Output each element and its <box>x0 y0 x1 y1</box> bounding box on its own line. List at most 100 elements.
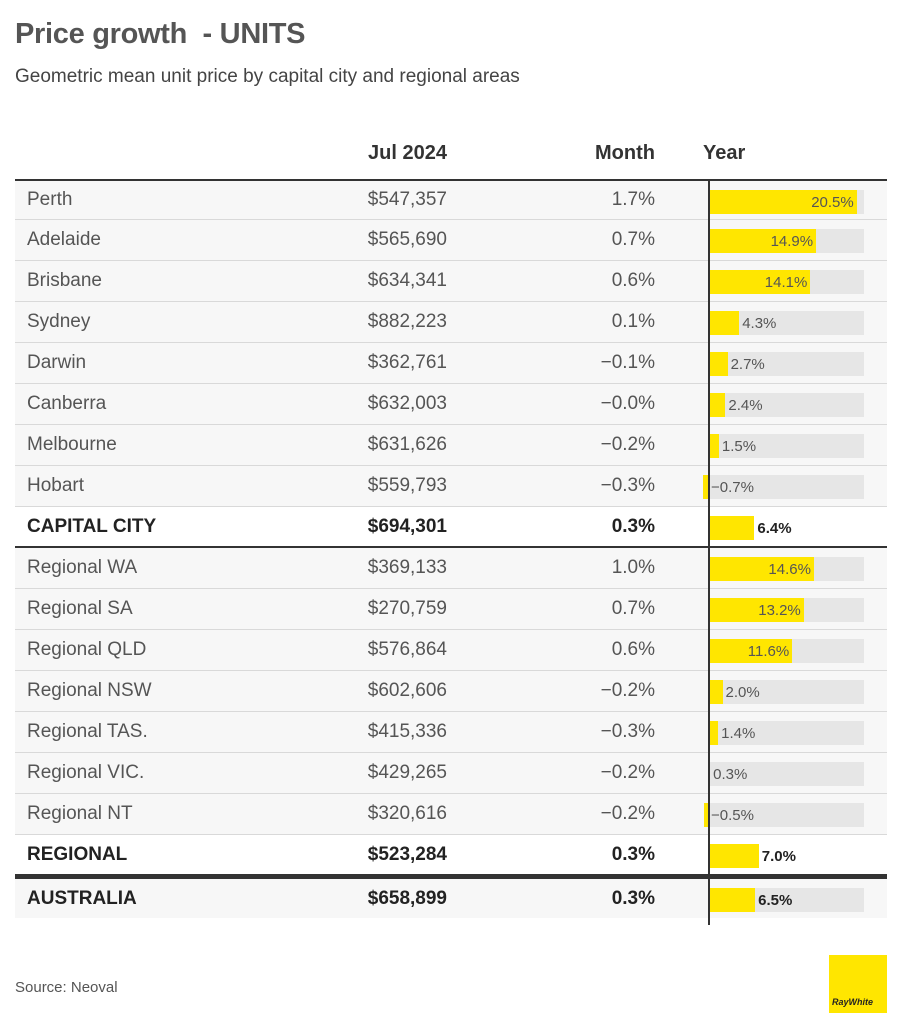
row-month-change: 0.6% <box>611 270 655 291</box>
year-bar-label: −0.7% <box>711 478 754 496</box>
row-month-change: −0.2% <box>600 762 655 783</box>
row-price: $658,899 <box>367 887 447 909</box>
row-month-change: 0.3% <box>611 887 655 909</box>
year-bar <box>708 598 804 622</box>
year-bar-label: 0.3% <box>713 765 748 783</box>
year-bar <box>708 229 817 253</box>
year-bar-label: 2.4% <box>728 396 763 414</box>
table-row: CAPITAL CITY $694,301 0.3% 6.4% <box>15 507 887 548</box>
row-month-change: −0.3% <box>600 721 655 742</box>
row-name: REGIONAL <box>27 843 128 865</box>
table-row: Brisbane $634,341 0.6% 14.1% <box>15 261 887 302</box>
row-price: $523,284 <box>367 843 447 865</box>
year-bar <box>708 434 719 458</box>
table-row: Hobart $559,793 −0.3% −0.7% <box>15 466 887 507</box>
row-price: $631,626 <box>367 434 447 455</box>
year-bar-track: 6.4% <box>708 516 864 540</box>
year-bar <box>708 888 756 912</box>
table-row: Sydney $882,223 0.1% 4.3% <box>15 302 887 343</box>
row-name: Regional QLD <box>27 639 147 660</box>
table-row: Regional NT $320,616 −0.2% −0.5% <box>15 794 887 835</box>
row-name: Regional NT <box>27 803 133 824</box>
year-bar-track: 14.9% <box>708 229 864 253</box>
year-bar-label: 20.5% <box>811 193 854 211</box>
row-name: Perth <box>27 189 73 210</box>
year-bar-track: −0.7% <box>702 475 864 499</box>
row-name: Regional TAS. <box>27 721 148 742</box>
row-price: $429,265 <box>367 762 447 783</box>
row-name: Adelaide <box>27 229 101 250</box>
column-header-value: Jul 2024 <box>368 142 447 164</box>
row-month-change: −0.3% <box>600 475 655 496</box>
table-row: Regional WA $369,133 1.0% 14.6% <box>15 548 887 589</box>
row-price: $547,357 <box>367 189 447 210</box>
row-name: Canberra <box>27 393 107 414</box>
table-row: Regional QLD $576,864 0.6% 11.6% <box>15 630 887 671</box>
row-month-change: 0.7% <box>611 229 655 250</box>
row-price: $362,761 <box>367 352 447 373</box>
year-bar-track: 14.1% <box>708 270 864 294</box>
logo-text: RayWhite <box>832 997 874 1007</box>
row-name: Darwin <box>27 352 87 373</box>
row-name: Regional VIC. <box>27 762 145 783</box>
row-month-change: 0.7% <box>611 598 655 619</box>
row-price: $320,616 <box>367 803 447 824</box>
table-row: Regional SA $270,759 0.7% 13.2% <box>15 589 887 630</box>
year-bar-label: 4.3% <box>742 314 777 332</box>
year-bar-track: 1.5% <box>708 434 864 458</box>
row-name: AUSTRALIA <box>27 887 137 909</box>
row-month-change: −0.2% <box>600 434 655 455</box>
year-bar <box>708 639 793 663</box>
year-bar-track: 7.0% <box>708 844 864 868</box>
year-bar-label: −0.5% <box>711 806 754 824</box>
year-bar-track: 0.3% <box>708 762 864 786</box>
year-bar-label: 7.0% <box>761 847 796 865</box>
raywhite-logo: RayWhite <box>829 955 887 1013</box>
year-bar <box>708 557 814 581</box>
year-bar-track: 20.5% <box>708 190 864 214</box>
year-bar <box>708 352 728 376</box>
year-bar-label: 1.5% <box>721 437 757 455</box>
year-bar <box>708 393 726 417</box>
row-month-change: 0.3% <box>611 843 655 865</box>
year-bar <box>708 844 759 868</box>
row-name: Regional SA <box>27 598 133 619</box>
row-name: Brisbane <box>27 270 102 291</box>
chart-title: Price growth - UNITS <box>15 18 306 50</box>
row-price: $882,223 <box>367 311 447 332</box>
table-row: REGIONAL $523,284 0.3% 7.0% <box>15 835 887 876</box>
chart-subtitle: Geometric mean unit price by capital cit… <box>15 66 520 87</box>
table-row: Melbourne $631,626 −0.2% 1.5% <box>15 425 887 466</box>
row-name: Regional NSW <box>27 680 152 701</box>
year-bar-label: 14.9% <box>770 232 814 250</box>
year-bar-label: 6.5% <box>758 891 793 909</box>
year-bar-label: 6.4% <box>757 519 792 537</box>
row-name: Sydney <box>27 311 91 332</box>
table-row: Darwin $362,761 −0.1% 2.7% <box>15 343 887 384</box>
year-bar-track: 6.5% <box>708 888 864 912</box>
year-bar-label: 14.1% <box>764 273 808 291</box>
year-bar-track: 4.3% <box>708 311 864 335</box>
table-row: Adelaide $565,690 0.7% 14.9% <box>15 220 887 261</box>
year-bar <box>704 803 708 827</box>
row-month-change: 0.3% <box>611 515 655 537</box>
row-month-change: −0.2% <box>600 803 655 824</box>
year-bar <box>708 311 740 335</box>
row-price: $565,690 <box>367 229 447 250</box>
row-month-change: 1.0% <box>611 557 655 578</box>
year-bar <box>708 516 755 540</box>
year-bar-track: 11.6% <box>708 639 864 663</box>
table-row: Regional VIC. $429,265 −0.2% 0.3% <box>15 753 887 794</box>
row-price: $369,133 <box>367 557 447 578</box>
row-price: $694,301 <box>367 515 447 537</box>
row-month-change: 1.7% <box>611 189 655 210</box>
table-row: Regional TAS. $415,336 −0.3% 1.4% <box>15 712 887 753</box>
year-bar-label: 1.4% <box>721 724 756 742</box>
table-row: AUSTRALIA $658,899 0.3% 6.5% <box>15 876 887 918</box>
row-price: $559,793 <box>367 475 447 496</box>
row-month-change: −0.1% <box>600 352 655 373</box>
row-price: $634,341 <box>367 270 447 291</box>
row-month-change: 0.1% <box>611 311 655 332</box>
year-bar-label: 11.6% <box>747 642 790 660</box>
row-price: $576,864 <box>367 639 447 660</box>
